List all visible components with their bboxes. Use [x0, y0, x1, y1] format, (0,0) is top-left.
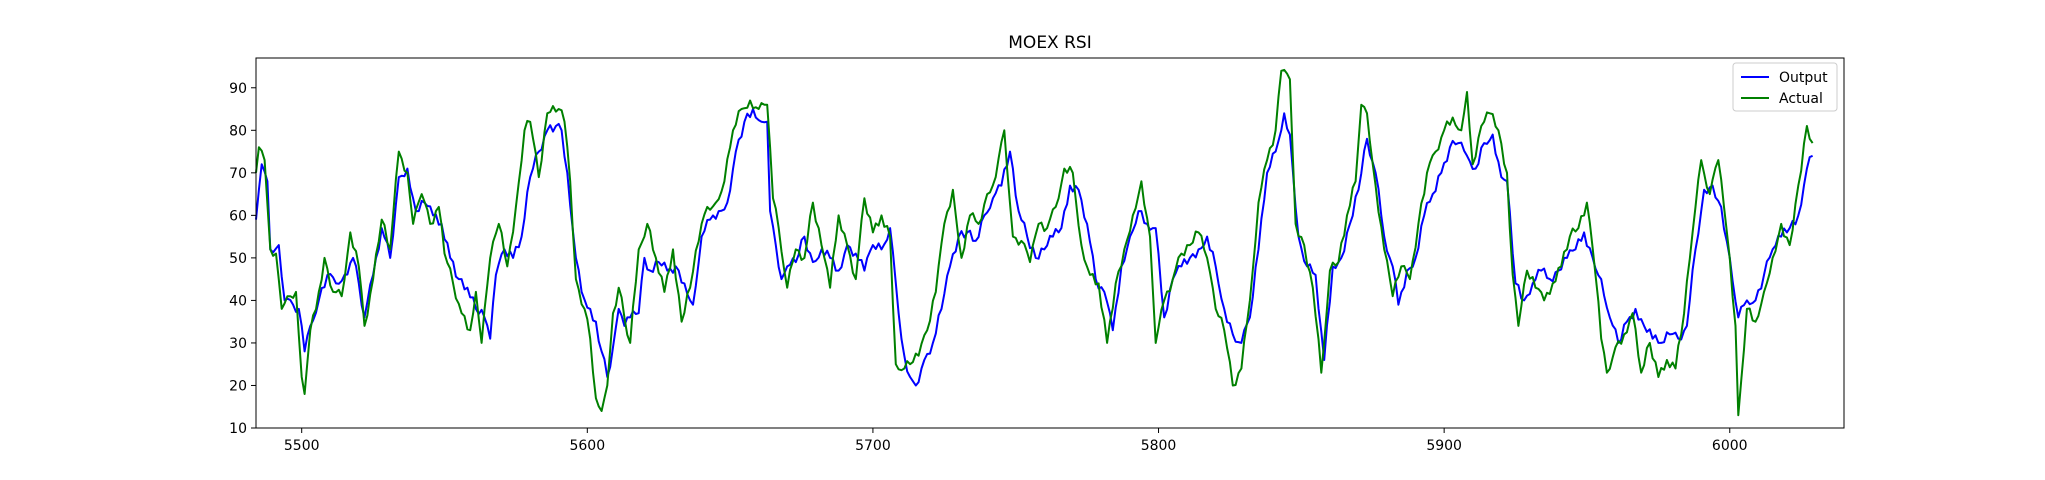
- y-tick-label: 60: [229, 208, 247, 224]
- chart-title: MOEX RSI: [1008, 33, 1091, 53]
- axis-layer: 5500 5600 5700 5800 5900 6000 10 20 30 40 50 60 70 80…: [229, 81, 1747, 454]
- series-layer: [255, 68, 1814, 417]
- y-tick-label: 90: [229, 81, 247, 97]
- series-line-actual: [255, 68, 1814, 417]
- legend-label-actual: Actual: [1779, 91, 1823, 107]
- y-tick-label: 10: [229, 421, 247, 437]
- series-line-output: [255, 108, 1814, 387]
- y-tick-label: 20: [229, 378, 247, 394]
- x-tick-label: 5900: [1426, 438, 1462, 454]
- x-tick-label: 5500: [284, 438, 320, 454]
- legend: Output Actual: [1732, 62, 1838, 112]
- legend-label-output: Output: [1779, 70, 1828, 86]
- x-tick-label: 5600: [569, 438, 605, 454]
- y-tick-label: 50: [229, 251, 247, 267]
- y-tick-label: 40: [229, 293, 247, 309]
- y-tick-label: 70: [229, 166, 247, 182]
- x-tick-label: 6000: [1712, 438, 1748, 454]
- plot-area-frame: [255, 57, 1845, 429]
- x-tick-label: 5700: [855, 438, 891, 454]
- y-tick-label: 30: [229, 336, 247, 352]
- y-tick-label: 80: [229, 123, 247, 139]
- x-tick-label: 5800: [1141, 438, 1177, 454]
